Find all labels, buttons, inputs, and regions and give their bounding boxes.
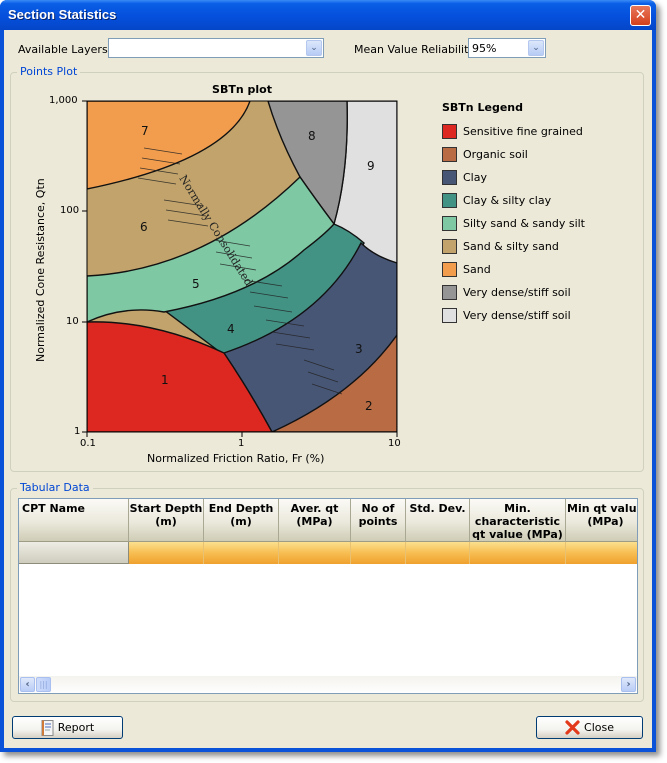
swatch-sand <box>442 262 457 277</box>
table-row[interactable] <box>19 542 637 564</box>
legend-item: Clay & silty clay <box>442 189 585 212</box>
cell-cpt-name[interactable] <box>19 542 129 564</box>
report-label: Report <box>57 721 95 734</box>
cell-min-characteristic[interactable] <box>470 542 566 564</box>
plot-title: SBTn plot <box>212 83 272 96</box>
close-x-icon <box>565 720 580 735</box>
swatch-organic <box>442 147 457 162</box>
x-axis-label: Normalized Friction Ratio, Fr (%) <box>147 452 325 465</box>
available-layers-label: Available Layers: <box>18 43 112 56</box>
col-min-characteristic[interactable]: Min. characteristic qt value (MPa) <box>470 499 566 542</box>
swatch-sensitive <box>442 124 457 139</box>
table-header: CPT Name Start Depth (m) End Depth (m) A… <box>19 499 637 542</box>
tabular-data-group: Tabular Data <box>10 481 644 702</box>
col-start-depth[interactable]: Start Depth (m) <box>129 499 204 542</box>
chevron-down-icon[interactable]: ⌄ <box>528 40 544 56</box>
mean-reliability-dropdown[interactable]: 95% ⌄ <box>468 38 546 58</box>
chevron-down-icon[interactable]: ⌄ <box>306 40 322 56</box>
zone-5-label: 5 <box>192 277 200 291</box>
title-bar[interactable]: Section Statistics ✕ <box>0 0 656 30</box>
tabular-data-title: Tabular Data <box>17 481 93 494</box>
zone-4-label: 4 <box>227 322 235 336</box>
report-icon <box>41 719 54 736</box>
zone-8-label: 8 <box>308 129 316 143</box>
window-title: Section Statistics <box>8 7 117 22</box>
zone-6-label: 6 <box>140 220 148 234</box>
col-aver-qt[interactable]: Aver. qt (MPa) <box>279 499 351 542</box>
xtick-0.1: 0.1 <box>80 438 96 449</box>
ytick-1000: 1,000 <box>49 95 78 106</box>
col-std-dev[interactable]: Std. Dev. <box>406 499 470 542</box>
ytick-1: 1 <box>74 426 81 437</box>
col-cpt-name[interactable]: CPT Name <box>19 499 129 542</box>
available-layers-dropdown[interactable]: ⌄ <box>108 38 324 58</box>
swatch-very-dense-2 <box>442 308 457 323</box>
chevron-right-icon: › <box>626 679 631 690</box>
legend-item: Very dense/stiff soil <box>442 281 585 304</box>
ytick-10: 10 <box>66 316 79 327</box>
chevron-left-icon: ‹ <box>25 679 30 690</box>
col-min-qt[interactable]: Min qt value (MPa) <box>566 499 637 542</box>
cell-aver-qt[interactable] <box>279 542 351 564</box>
sbtn-chart: Normally Consolidated 1 2 3 4 5 6 7 8 9 <box>82 100 398 437</box>
swatch-sand-silty <box>442 239 457 254</box>
statistics-table: CPT Name Start Depth (m) End Depth (m) A… <box>18 498 638 694</box>
scroll-thumb[interactable]: ||| <box>36 677 51 692</box>
zone-7-label: 7 <box>141 124 149 138</box>
window-close-button[interactable]: ✕ <box>630 5 651 26</box>
xtick-1: 1 <box>238 438 245 449</box>
horizontal-scrollbar[interactable]: ‹ ||| › <box>19 676 637 693</box>
ytick-100: 100 <box>60 205 80 216</box>
legend-item: Silty sand & sandy silt <box>442 212 585 235</box>
close-button[interactable]: Close <box>536 716 643 739</box>
legend-item: Very dense/stiff soil <box>442 304 585 327</box>
cell-no-points[interactable] <box>351 542 406 564</box>
swatch-clay <box>442 170 457 185</box>
points-plot-group: Points Plot <box>10 65 644 472</box>
swatch-very-dense-1 <box>442 285 457 300</box>
cell-min-qt[interactable] <box>566 542 637 564</box>
col-end-depth[interactable]: End Depth (m) <box>204 499 279 542</box>
scroll-right-button[interactable]: › <box>621 677 636 692</box>
section-statistics-window: Section Statistics ✕ Available Layers: ⌄… <box>0 0 656 752</box>
legend-item: Clay <box>442 166 585 189</box>
close-icon: ✕ <box>634 7 647 23</box>
cell-std-dev[interactable] <box>406 542 470 564</box>
xtick-10: 10 <box>388 438 401 449</box>
scroll-left-button[interactable]: ‹ <box>20 677 35 692</box>
legend-item: Organic soil <box>442 143 585 166</box>
sbtn-legend: SBTn Legend Sensitive fine grained Organ… <box>442 101 585 327</box>
close-label: Close <box>584 721 614 734</box>
points-plot-title: Points Plot <box>17 65 81 78</box>
grip-icon: ||| <box>39 680 48 689</box>
y-axis-label: Normalized Cone Resistance, Qtn <box>34 178 47 362</box>
swatch-silty-sand <box>442 216 457 231</box>
zone-1-label: 1 <box>161 373 169 387</box>
swatch-clay-silty <box>442 193 457 208</box>
col-no-points[interactable]: No of points <box>351 499 406 542</box>
mean-reliability-label: Mean Value Reliability: <box>354 43 478 56</box>
cell-start-depth[interactable] <box>129 542 204 564</box>
mean-reliability-value: 95% <box>472 42 497 55</box>
zone-9-label: 9 <box>367 159 375 173</box>
zone-3-label: 3 <box>355 342 363 356</box>
legend-item: Sand & silty sand <box>442 235 585 258</box>
dialog-body: Available Layers: ⌄ Mean Value Reliabili… <box>4 30 652 748</box>
cell-end-depth[interactable] <box>204 542 279 564</box>
legend-item: Sensitive fine grained <box>442 120 585 143</box>
legend-title: SBTn Legend <box>442 101 523 114</box>
legend-item: Sand <box>442 258 585 281</box>
report-button[interactable]: Report <box>12 716 123 739</box>
zone-2-label: 2 <box>365 399 373 413</box>
